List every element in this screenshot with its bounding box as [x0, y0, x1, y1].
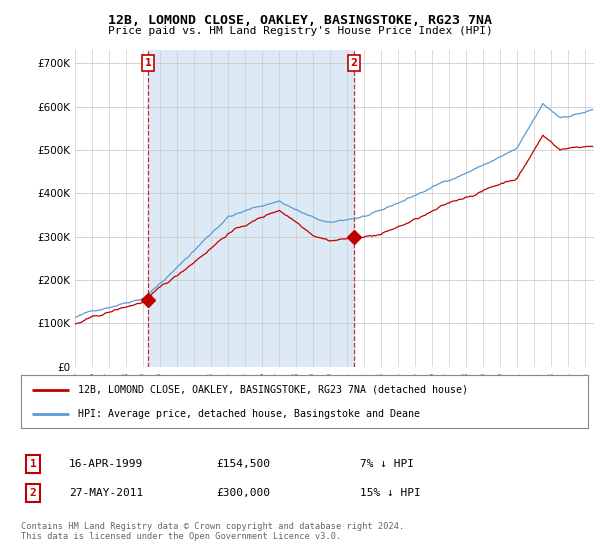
Text: 7% ↓ HPI: 7% ↓ HPI [360, 459, 414, 469]
Text: £154,500: £154,500 [216, 459, 270, 469]
Text: 2: 2 [350, 58, 358, 68]
Text: 2: 2 [29, 488, 37, 498]
Text: 12B, LOMOND CLOSE, OAKLEY, BASINGSTOKE, RG23 7NA (detached house): 12B, LOMOND CLOSE, OAKLEY, BASINGSTOKE, … [78, 385, 468, 395]
Text: 16-APR-1999: 16-APR-1999 [69, 459, 143, 469]
Text: HPI: Average price, detached house, Basingstoke and Deane: HPI: Average price, detached house, Basi… [78, 409, 420, 419]
Text: Contains HM Land Registry data © Crown copyright and database right 2024.
This d: Contains HM Land Registry data © Crown c… [21, 522, 404, 542]
Text: 1: 1 [145, 58, 151, 68]
Text: Price paid vs. HM Land Registry's House Price Index (HPI): Price paid vs. HM Land Registry's House … [107, 26, 493, 36]
Text: £300,000: £300,000 [216, 488, 270, 498]
Text: 1: 1 [29, 459, 37, 469]
Text: 27-MAY-2011: 27-MAY-2011 [69, 488, 143, 498]
Bar [148, 50, 354, 367]
Text: 15% ↓ HPI: 15% ↓ HPI [360, 488, 421, 498]
Text: 12B, LOMOND CLOSE, OAKLEY, BASINGSTOKE, RG23 7NA: 12B, LOMOND CLOSE, OAKLEY, BASINGSTOKE, … [108, 14, 492, 27]
